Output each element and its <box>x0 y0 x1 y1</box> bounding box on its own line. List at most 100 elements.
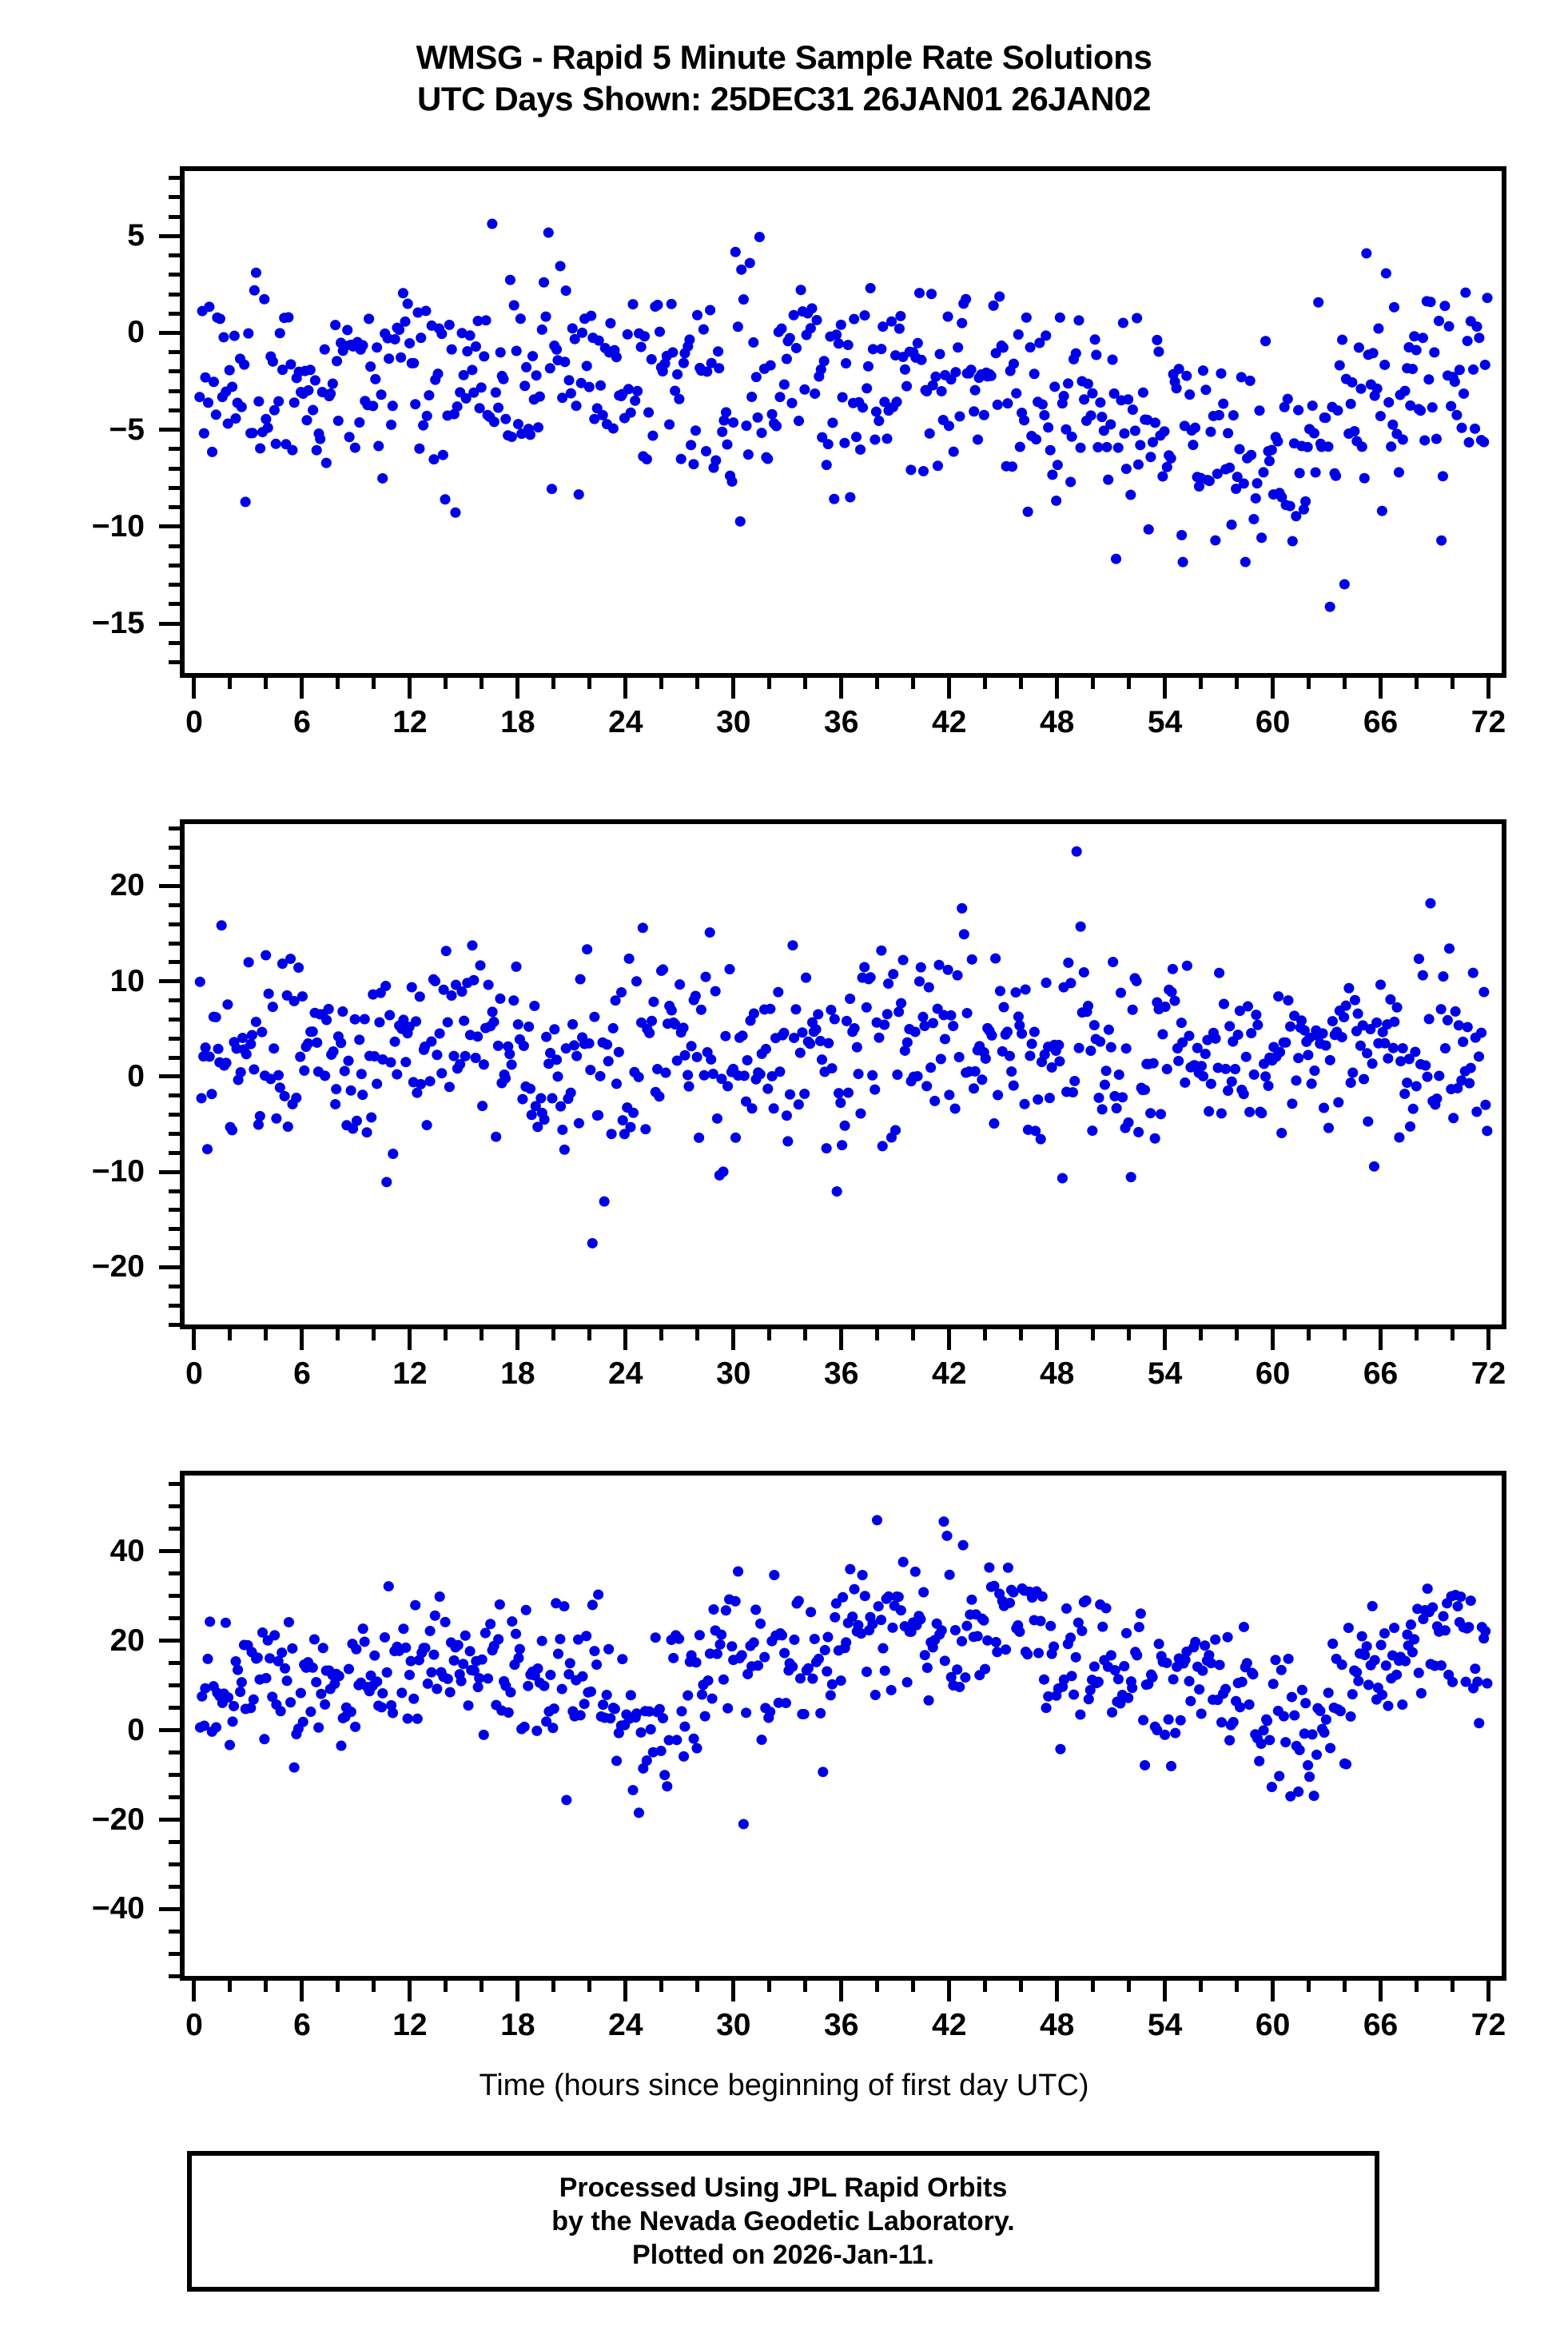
x-tick-label-6: 6 <box>293 705 311 739</box>
y-tick-label-east--5: −5 <box>109 412 145 447</box>
x-tick-label-66: 66 <box>1363 1356 1399 1391</box>
x-tick-minor-46 <box>1019 1981 1024 1992</box>
y-tick-minor-18 <box>169 902 180 907</box>
x-tick-minor-40 <box>911 1981 916 1992</box>
y-tick-minor-6 <box>169 214 180 219</box>
x-tick-minor-20 <box>551 1981 556 1992</box>
x-tick-label-60: 60 <box>1255 2008 1291 2042</box>
x-tick-label-66: 66 <box>1363 2008 1399 2042</box>
plot-frame-north <box>180 819 1506 1329</box>
plot-frame-east <box>180 166 1506 678</box>
x-tick-major-0 <box>192 678 197 699</box>
x-tick-major-42 <box>947 1329 952 1350</box>
x-tick-minor-22 <box>587 1329 592 1340</box>
x-tick-minor-26 <box>659 1329 664 1340</box>
y-tick-minor-4 <box>169 253 180 257</box>
x-tick-minor-28 <box>695 1329 700 1340</box>
x-tick-minor-38 <box>875 1981 880 1992</box>
x-tick-major-30 <box>731 1329 736 1350</box>
x-tick-label-12: 12 <box>392 705 428 739</box>
x-tick-major-36 <box>839 1329 844 1350</box>
x-tick-label-18: 18 <box>500 1356 535 1391</box>
x-tick-minor-50 <box>1091 1981 1096 1992</box>
x-tick-minor-20 <box>551 1329 556 1340</box>
x-tick-label-54: 54 <box>1147 1356 1183 1391</box>
x-tick-minor-28 <box>695 678 700 689</box>
x-tick-major-18 <box>515 1329 520 1350</box>
y-tick-label-north--20: −20 <box>91 1249 145 1285</box>
x-tick-minor-16 <box>480 1329 484 1340</box>
x-tick-label-24: 24 <box>608 2008 643 2042</box>
x-tick-minor-64 <box>1343 1981 1347 1992</box>
x-tick-minor-32 <box>767 1329 772 1340</box>
y-tick-minor--9 <box>169 505 180 510</box>
x-tick-minor-50 <box>1091 678 1096 689</box>
x-tick-minor-4 <box>264 1981 269 1992</box>
x-tick-label-12: 12 <box>392 2008 428 2042</box>
y-tick-major-40 <box>159 1549 180 1554</box>
x-tick-minor-22 <box>587 678 592 689</box>
x-tick-minor-8 <box>336 678 340 689</box>
y-tick-minor--5 <box>169 1751 180 1755</box>
y-tick-minor-2 <box>169 292 180 297</box>
y-tick-minor--4 <box>169 408 180 412</box>
y-tick-minor-16 <box>169 922 180 926</box>
y-tick-label-up-0: 0 <box>127 1712 145 1747</box>
x-tick-minor-22 <box>587 1981 592 1992</box>
x-tick-minor-16 <box>480 678 484 689</box>
plot-frame-up <box>180 1471 1506 1981</box>
y-tick-minor-1 <box>169 311 180 316</box>
x-tick-minor-52 <box>1127 678 1132 689</box>
y-tick-major-5 <box>159 233 180 238</box>
y-tick-minor--35 <box>169 1884 180 1889</box>
y-tick-label-up-40: 40 <box>109 1533 145 1568</box>
y-tick-minor-10 <box>169 1683 180 1688</box>
y-tick-minor--16 <box>169 640 180 645</box>
y-tick-minor-7 <box>169 195 180 200</box>
y-tick-minor--12 <box>169 1189 180 1193</box>
y-tick-minor-35 <box>169 1571 180 1576</box>
y-tick-minor--4 <box>169 1113 180 1117</box>
y-tick-major--10 <box>159 524 180 529</box>
y-tick-minor--3 <box>169 388 180 393</box>
x-tick-minor-56 <box>1199 1329 1204 1340</box>
x-tick-label-54: 54 <box>1147 705 1183 739</box>
x-tick-minor-44 <box>983 1981 988 1992</box>
x-tick-label-42: 42 <box>932 1356 967 1391</box>
x-tick-major-24 <box>623 1981 628 2001</box>
y-tick-minor--24 <box>169 1303 180 1308</box>
x-tick-major-42 <box>947 1981 952 2001</box>
y-tick-minor-30 <box>169 1594 180 1599</box>
x-tick-minor-62 <box>1307 678 1311 689</box>
x-tick-label-60: 60 <box>1255 705 1291 739</box>
x-tick-minor-58 <box>1235 678 1240 689</box>
y-tick-minor--17 <box>169 660 180 665</box>
x-tick-label-30: 30 <box>716 1356 751 1391</box>
y-tick-minor--10 <box>169 1773 180 1778</box>
x-tick-major-48 <box>1055 1329 1060 1350</box>
footer-line-2: by the Nevada Geodetic Laboratory. <box>551 2206 1015 2236</box>
y-tick-major--20 <box>159 1818 180 1822</box>
y-tick-minor-8 <box>169 998 180 1003</box>
y-tick-minor-5 <box>169 1706 180 1711</box>
x-tick-minor-8 <box>336 1981 340 1992</box>
x-tick-minor-10 <box>372 1981 376 1992</box>
y-tick-minor-2 <box>169 1055 180 1060</box>
x-tick-minor-68 <box>1415 1329 1419 1340</box>
x-tick-label-0: 0 <box>185 1356 203 1391</box>
y-tick-major--20 <box>159 1265 180 1269</box>
x-tick-minor-46 <box>1019 1329 1024 1340</box>
x-tick-minor-38 <box>875 1329 880 1340</box>
x-tick-label-48: 48 <box>1039 2008 1075 2042</box>
x-tick-minor-44 <box>983 678 988 689</box>
x-tick-minor-4 <box>264 678 269 689</box>
x-tick-minor-28 <box>695 1981 700 1992</box>
y-tick-minor-6 <box>169 1017 180 1022</box>
x-tick-label-30: 30 <box>716 2008 751 2042</box>
y-tick-minor--22 <box>169 1284 180 1288</box>
x-tick-minor-62 <box>1307 1981 1311 1992</box>
y-tick-label-north-0: 0 <box>127 1058 145 1093</box>
y-tick-minor-55 <box>169 1482 180 1487</box>
footer-credits-box: Processed Using JPL Rapid Orbits by the … <box>187 2151 1379 2292</box>
